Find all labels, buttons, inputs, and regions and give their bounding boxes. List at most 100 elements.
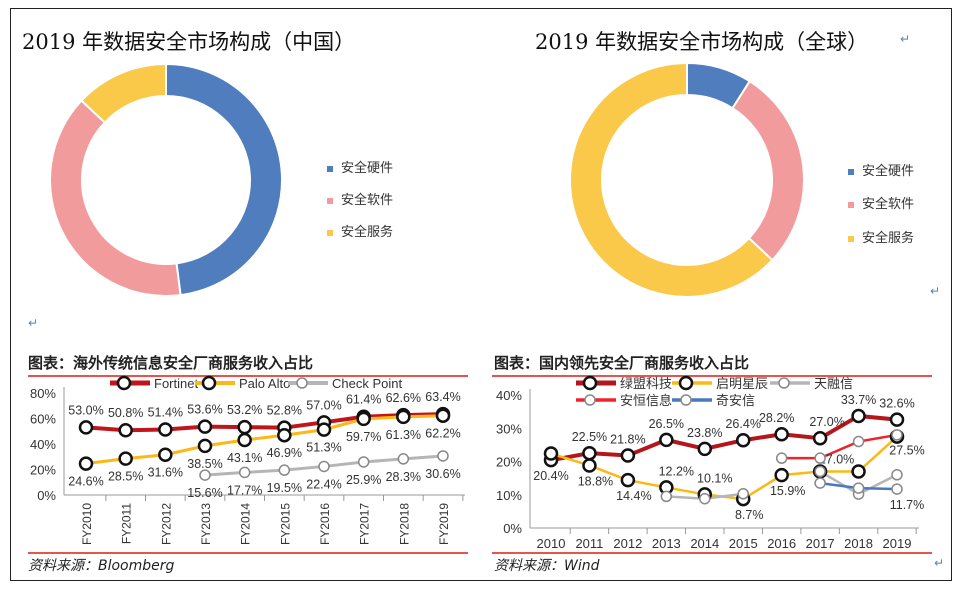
data-point <box>118 451 133 466</box>
return-mark: ↵ <box>930 284 941 298</box>
data-label: 31.6% <box>148 466 183 480</box>
legend-swatch <box>848 201 854 208</box>
legend-marker <box>680 394 692 406</box>
data-point <box>199 469 211 481</box>
legend-service: 安全服务 <box>848 227 914 246</box>
data-label: 20.4% <box>533 469 568 483</box>
y-tick-label: 40% <box>30 437 56 452</box>
x-tick-label: 2010 <box>537 536 566 551</box>
frame <box>10 8 952 581</box>
legend-marker <box>582 375 598 391</box>
y-tick-label: 80% <box>30 386 56 401</box>
data-label: 19.5% <box>267 481 302 495</box>
data-label: 15.6% <box>187 486 222 500</box>
legend-label-3: 安恒信息 <box>620 393 672 408</box>
divider <box>492 375 932 377</box>
x-tick-label: 2018 <box>844 536 873 551</box>
legend-swatch <box>848 168 854 175</box>
data-point <box>396 409 411 425</box>
x-tick-label: 2016 <box>767 536 796 551</box>
y-tick-label: 0% <box>37 488 56 503</box>
data-label: 62.6% <box>386 391 421 405</box>
data-label: 26.5% <box>649 417 684 431</box>
data-label: 10.1% <box>697 471 732 485</box>
data-label: 62.2% <box>425 427 460 441</box>
legend-software: 安全软件 <box>848 193 914 212</box>
legend-label-1: Palo Alto <box>239 376 290 391</box>
data-label: 25.9% <box>346 473 381 487</box>
data-label: 61.3% <box>386 428 421 442</box>
donut-slice-2 <box>49 99 182 297</box>
data-point <box>851 464 866 479</box>
data-point <box>437 450 449 462</box>
legend-swatch <box>327 197 333 204</box>
x-tick-label: 2015 <box>729 536 758 551</box>
data-point <box>582 458 597 473</box>
data-point <box>735 432 751 448</box>
x-tick-label: 2017 <box>806 536 835 551</box>
legend-service: 安全服务 <box>327 221 393 240</box>
data-label: 53.0% <box>68 403 103 417</box>
data-label: 43.1% <box>227 451 262 465</box>
data-point <box>397 453 410 465</box>
data-label: 11.7% <box>890 498 925 512</box>
legend-label: 安全服务 <box>341 225 394 240</box>
data-label: 23.8% <box>687 426 722 440</box>
legend-hardware: 安全硬件 <box>848 160 914 179</box>
data-point <box>774 426 789 442</box>
data-label: 51.4% <box>148 405 183 419</box>
data-point <box>197 438 213 454</box>
legend-label: 安全硬件 <box>862 164 915 179</box>
x-tick-label: FY2013 <box>199 503 213 545</box>
data-point <box>435 408 451 423</box>
china-donut-title: 2019 年数据安全市场构成（中国） <box>22 30 356 54</box>
data-point <box>278 464 291 476</box>
data-label: 51.3% <box>306 441 341 455</box>
legend-marker <box>116 375 132 391</box>
legend-swatch <box>327 229 333 236</box>
data-point <box>891 469 903 481</box>
data-label: 22.4% <box>306 477 341 491</box>
data-label: 63.4% <box>425 390 460 404</box>
data-point <box>699 492 711 505</box>
data-point <box>852 435 865 448</box>
data-label: 27.0% <box>809 415 844 429</box>
data-point <box>852 482 865 494</box>
legend-marker <box>201 375 217 391</box>
data-point <box>238 466 251 479</box>
y-tick-label: 0% <box>503 521 522 536</box>
data-label: 28.5% <box>108 470 143 484</box>
data-label: 33.7% <box>841 393 876 407</box>
series-line-3 <box>781 433 898 460</box>
x-tick-label: FY2018 <box>397 503 411 545</box>
data-point <box>158 422 173 437</box>
data-label: 46.9% <box>267 446 302 460</box>
data-point <box>78 420 94 435</box>
legend-hardware: 安全硬件 <box>327 157 393 176</box>
divider <box>28 552 468 554</box>
x-tick-label: FY2017 <box>358 503 372 545</box>
legend-marker <box>584 394 596 406</box>
legend-software: 安全软件 <box>327 189 393 208</box>
return-mark: ↵ <box>934 556 945 570</box>
data-point <box>814 465 826 478</box>
legend-marker <box>296 377 308 389</box>
overseas-chart-title: 图表：海外传统信息安全厂商服务收入占比 <box>28 354 314 372</box>
legend-marker <box>778 377 790 389</box>
x-tick-label: FY2012 <box>159 503 173 545</box>
data-point <box>620 448 636 463</box>
data-point <box>814 452 826 464</box>
legend-label: 安全硬件 <box>341 161 394 176</box>
legend-label-0: 绿盟科技 <box>620 376 672 391</box>
donut-slice-1 <box>165 62 283 297</box>
legend-label-4: 奇安信 <box>716 393 755 408</box>
data-label: 26.4% <box>725 417 760 431</box>
x-tick-label: FY2015 <box>278 503 292 545</box>
legend-label: 安全软件 <box>341 193 394 208</box>
data-label: 18.8% <box>578 474 613 488</box>
data-point <box>775 452 788 464</box>
y-tick-label: 40% <box>496 388 522 403</box>
data-point <box>316 422 332 437</box>
data-label: 17.7% <box>227 483 262 497</box>
legend-label: 安全服务 <box>862 231 915 246</box>
